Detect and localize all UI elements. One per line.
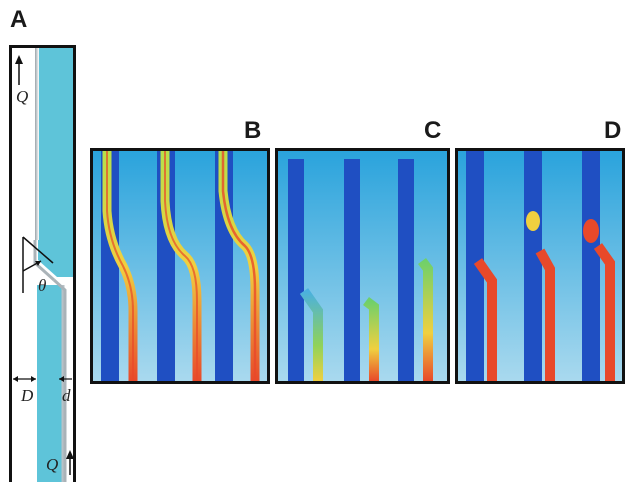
width-label-branch: d bbox=[62, 386, 71, 405]
panel-label-b: B bbox=[244, 117, 262, 144]
schematic-panel bbox=[9, 45, 77, 482]
panel-label-d: D bbox=[604, 117, 622, 144]
simulation-panel-d bbox=[455, 148, 625, 384]
simulation-d-image bbox=[458, 151, 622, 381]
flow-label-top: Q bbox=[16, 87, 29, 106]
simulation-panel-c bbox=[275, 148, 450, 384]
flow-label-bottom: Q bbox=[46, 455, 59, 474]
width-label-main: D bbox=[21, 386, 34, 405]
angle-label: θ bbox=[38, 276, 47, 295]
fluid-lower bbox=[37, 285, 63, 482]
panel-label-a: A bbox=[10, 6, 28, 33]
simulation-b-image bbox=[93, 151, 267, 381]
fluid-upper bbox=[38, 48, 73, 240]
schematic-drawing bbox=[9, 45, 76, 482]
channel-1 bbox=[101, 151, 138, 381]
channel-3 bbox=[215, 151, 260, 381]
simulation-panel-b bbox=[90, 148, 270, 384]
panel-label-c: C bbox=[424, 117, 442, 144]
simulation-c-image bbox=[278, 151, 447, 381]
channel-2 bbox=[157, 151, 202, 381]
